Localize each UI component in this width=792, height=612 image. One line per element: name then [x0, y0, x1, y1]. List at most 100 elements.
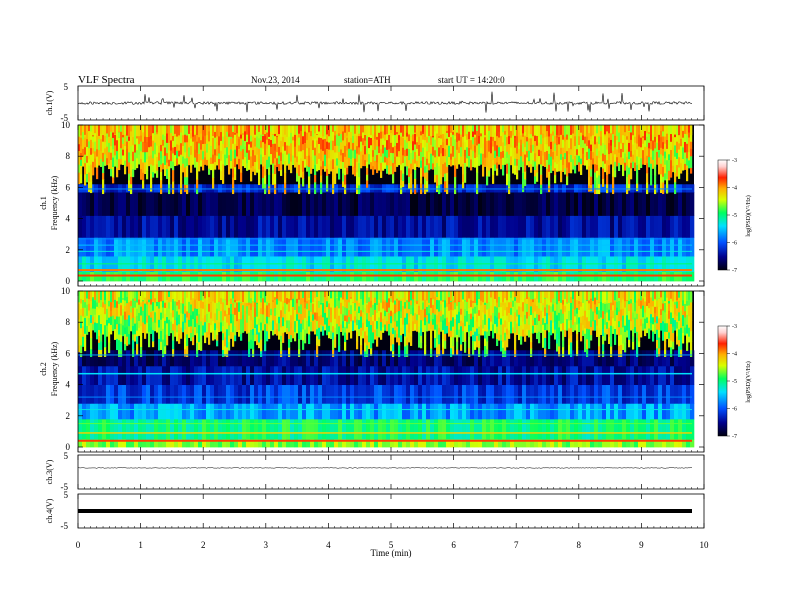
- spectrogram-cell: [124, 333, 127, 345]
- spectrogram-cell: [400, 155, 403, 165]
- spectrogram-cell: [200, 321, 203, 331]
- spectrogram-cell: [298, 144, 301, 152]
- spectrogram-cell: [542, 365, 547, 385]
- spectrogram-cell: [674, 439, 679, 448]
- spectrogram-cell: [502, 184, 507, 193]
- spectrogram-cell: [276, 142, 279, 153]
- spectrogram-cell: [340, 302, 343, 315]
- spectrogram-cell: [226, 439, 231, 448]
- spectrogram-cell: [654, 125, 657, 137]
- spectrogram-cell: [606, 128, 609, 141]
- spectrogram-cell: [672, 165, 675, 173]
- spectrogram-cell: [106, 297, 109, 309]
- spectrogram-cell: [630, 192, 635, 216]
- spectrogram-cell: [278, 192, 283, 216]
- spectrogram-cell: [246, 439, 251, 448]
- spectrogram-cell: [396, 142, 399, 150]
- spectrogram-cell: [106, 403, 111, 420]
- spectrogram-cell: [166, 142, 169, 154]
- spectrogram-cell: [322, 384, 327, 404]
- spectrogram-cell: [310, 291, 313, 303]
- spectrogram-cell: [124, 151, 127, 161]
- spectrogram-cell: [122, 155, 125, 165]
- spectrogram-cell: [284, 321, 287, 333]
- spectrogram-cell: [278, 146, 281, 156]
- spectrogram-cell: [248, 304, 251, 316]
- spectrogram-cell: [232, 137, 235, 144]
- spectrogram-cell: [146, 315, 149, 323]
- spectrogram-cell: [342, 215, 347, 238]
- spectrogram-cell: [152, 165, 155, 173]
- spectrogram-cell: [430, 403, 435, 420]
- spectrogram-cell: [578, 192, 583, 216]
- spectrogram-cell: [330, 149, 333, 161]
- spectrogram-cell: [132, 291, 135, 299]
- spectrogram-cell: [152, 340, 155, 348]
- spectrogram-cell: [446, 144, 449, 157]
- spectrogram-cell: [100, 323, 103, 334]
- spectrogram-cell: [340, 160, 343, 169]
- spectrogram-cell: [270, 291, 273, 303]
- spectrogram-cell: [294, 157, 297, 168]
- spectrogram-cell: [120, 147, 123, 159]
- spectrogram-cell: [654, 439, 659, 448]
- spectrogram-cell: [328, 157, 331, 165]
- spectrogram-cell: [150, 192, 155, 216]
- spectrogram-cell: [330, 140, 333, 151]
- spectrogram-cell: [350, 320, 353, 332]
- spectrogram-cell: [658, 365, 663, 385]
- spectrogram-cell: [354, 439, 359, 448]
- spectrogram-cell: [84, 162, 87, 175]
- spectrogram-cell: [566, 176, 569, 186]
- spectrogram-cell: [402, 192, 407, 216]
- spectrogram-cell: [682, 350, 687, 367]
- spectrogram-cell: [482, 439, 487, 448]
- spectrogram-cell: [318, 365, 323, 385]
- spectrogram-cell: [318, 126, 321, 138]
- spectrogram-cell: [374, 184, 379, 193]
- spectrogram-cell: [586, 151, 589, 161]
- spectrogram-cell: [146, 291, 149, 302]
- spectrogram-cell: [458, 439, 463, 448]
- spectrogram-cell: [300, 291, 303, 299]
- spectrogram-cell: [178, 136, 181, 146]
- spectrogram-cell: [590, 192, 595, 216]
- spectrogram-cell: [378, 139, 381, 147]
- spectrogram-cell: [478, 237, 483, 257]
- spectrogram-cell: [640, 157, 643, 169]
- spectrogram-cell: [328, 296, 331, 304]
- spectrogram-cell: [250, 167, 253, 174]
- spectrogram-cell: [516, 134, 519, 146]
- spectrogram-cell: [274, 323, 277, 335]
- spectrogram-cell: [688, 160, 691, 169]
- spectrogram-cell: [598, 439, 603, 448]
- spectrogram-cell: [528, 138, 531, 146]
- spectrogram-cell: [94, 184, 99, 193]
- spectrogram-cell: [690, 184, 695, 193]
- spectrogram-cell: [300, 150, 303, 159]
- spectrogram-cell: [194, 318, 197, 328]
- spectrogram-cell: [246, 215, 251, 238]
- spectrogram-cell: [286, 403, 291, 420]
- spectrogram-cell: [296, 156, 299, 163]
- spectrogram-cell: [410, 163, 413, 174]
- spectrogram-cell: [266, 125, 269, 133]
- spectrogram-cell: [634, 403, 639, 420]
- spectrogram-cell: [678, 149, 681, 158]
- spectrogram-cell: [146, 158, 149, 166]
- spectrogram-cell: [686, 134, 689, 144]
- spectrogram-cell: [658, 237, 663, 257]
- spectrogram-cell: [250, 237, 255, 257]
- spectrogram-cell: [482, 164, 485, 177]
- spectrogram-cell: [554, 150, 557, 163]
- spectrogram-cell: [442, 418, 447, 440]
- spectrogram-cell: [258, 403, 263, 420]
- spectrogram-cell: [288, 291, 291, 299]
- spectrogram-cell: [250, 295, 253, 304]
- spectrogram-cell: [100, 314, 103, 325]
- spectrogram-cell: [248, 332, 251, 342]
- spectrogram-cell: [314, 319, 317, 326]
- spectrogram-cell: [270, 125, 273, 132]
- spectrogram-cell: [162, 349, 165, 357]
- spectrogram-cell: [80, 308, 83, 316]
